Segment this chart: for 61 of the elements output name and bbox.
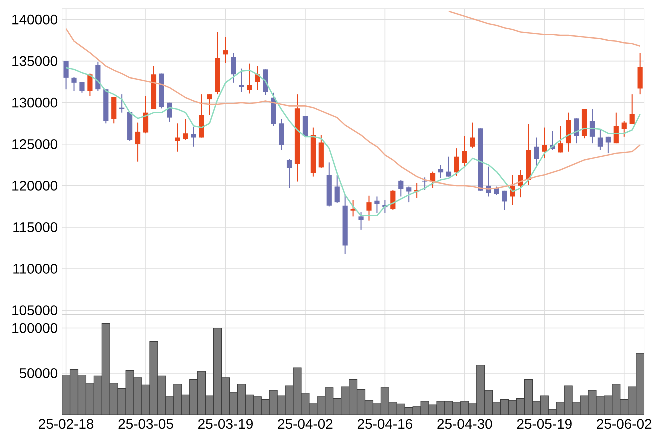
candlestick [223,36,228,64]
candlestick [462,136,468,166]
candlestick [358,212,364,230]
x-tick-label: 25-04-16 [358,419,412,430]
candlestick [606,136,611,154]
y-tick-label: 130000 [12,98,58,108]
y-tick-label: 100000 [12,323,58,334]
candlestick [88,73,93,97]
x-tick-label: 25-03-05 [118,419,174,430]
y-tick-label: 110000 [14,264,58,274]
y-tick-label: 105000 [12,306,58,316]
x-tick-label: 25-02-18 [39,419,94,430]
candlestick [542,127,548,160]
candlestick [143,96,149,134]
candlestick [72,76,77,92]
candlestick [470,122,476,150]
candlestick [574,118,580,144]
candlestick [247,63,252,94]
candlestick [590,109,596,144]
candlestick [334,174,340,204]
candlestick [534,137,540,168]
candlestick [80,82,85,94]
x-tick-label: 25-05-19 [517,419,572,430]
candlestick [64,60,69,90]
candlestick [422,177,428,191]
candlestick [207,94,212,116]
y-tick-label: 120000 [12,180,58,191]
candlestick [112,96,117,124]
candlestick [374,196,380,214]
x-tick-label: 25-03-19 [198,419,253,430]
candlestick [446,156,452,178]
candlestick [566,112,572,152]
x-tick-label: 25-04-02 [278,419,333,430]
candlestick [191,126,196,148]
candlestick [135,122,141,162]
candlestick [518,170,524,198]
candlestick [630,94,635,125]
x-tick-label: 25-04-30 [438,419,492,430]
candlestick [199,94,204,138]
candlestick [622,120,627,138]
candlestick [278,118,284,151]
x-tick-label: 25-06-02 [597,419,652,430]
candlestick [302,116,308,138]
y-tick-label: 50000 [20,368,58,378]
y-tick-label: 140000 [12,14,58,25]
candlestick [183,118,188,141]
y-tick-label: 125000 [12,139,58,150]
candlestick [502,190,508,211]
candlestick [558,126,564,154]
candlestick [614,112,619,144]
y-tick-label: 115000 [14,222,58,232]
candlestick [598,128,604,151]
candlestick [406,186,412,204]
candlestick [286,158,292,189]
candlestick [366,195,372,222]
candlestick [350,200,356,218]
candlestick [454,148,460,176]
candlestick [398,180,404,198]
candlestick [231,52,236,84]
candlestick [638,52,643,96]
y-tick-label: 135000 [12,56,58,66]
